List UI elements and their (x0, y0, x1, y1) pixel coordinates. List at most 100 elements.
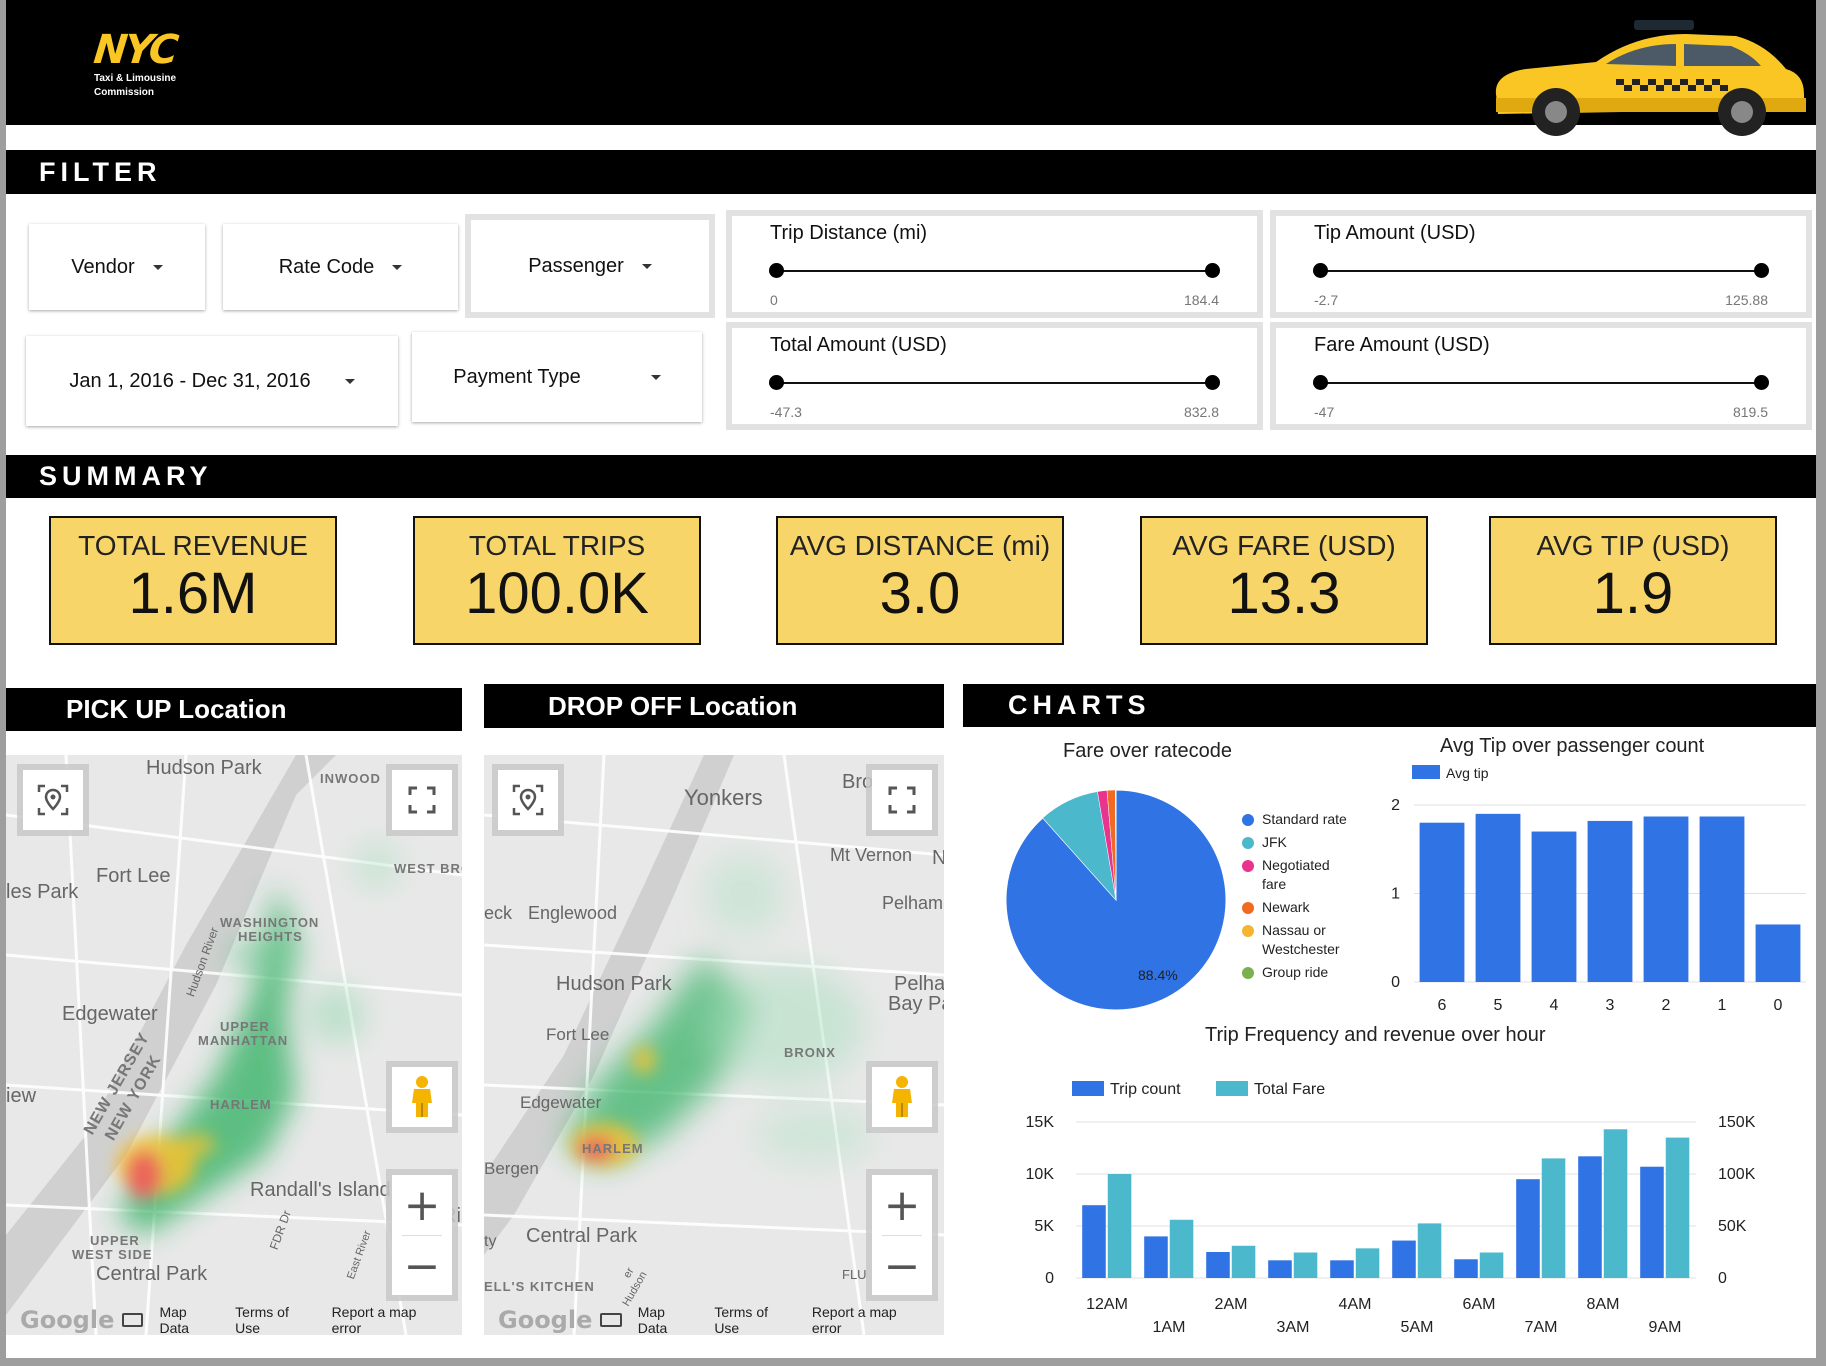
map-data-link[interactable]: Map Data (159, 1304, 190, 1335)
tip-bar[interactable] (1699, 816, 1745, 982)
x-tick-label: 3AM (1277, 1319, 1310, 1336)
zoom-in-button[interactable]: + (883, 1179, 921, 1231)
terms-of-use-link[interactable]: Terms of Use (714, 1304, 768, 1335)
tip-amount-slider[interactable]: Tip Amount (USD) -2.7 125.88 (1270, 210, 1812, 318)
slider-max-value: 184.4 (1183, 292, 1219, 308)
rate-code-dropdown[interactable]: Rate Code (223, 224, 458, 310)
dropoff-heatmap[interactable]: Yonkers Bro Mt Vernon N Pelham eck Engle… (484, 755, 944, 1335)
trip-distance-slider[interactable]: Trip Distance (mi) 0 184.4 (726, 210, 1263, 318)
tip-bar[interactable] (1475, 813, 1521, 982)
payment-type-dropdown[interactable]: Payment Type (412, 332, 702, 422)
total-fare-bar[interactable] (1417, 1223, 1442, 1278)
tip-bar[interactable] (1643, 816, 1689, 982)
slider-track[interactable] (1320, 382, 1762, 384)
slider-track[interactable] (776, 382, 1213, 384)
tip-bar[interactable] (1755, 924, 1801, 982)
tip-bar[interactable] (1531, 831, 1577, 982)
vendor-dropdown[interactable]: Vendor (29, 224, 205, 310)
pie-legend-item[interactable]: Group ride (1242, 964, 1382, 982)
slider-max-handle[interactable] (1205, 375, 1220, 390)
fullscreen-button[interactable] (866, 764, 938, 836)
date-range-label: Jan 1, 2016 - Dec 31, 2016 (69, 369, 311, 392)
map-data-link[interactable]: Map Data (637, 1304, 668, 1335)
trip-count-bar[interactable] (1392, 1240, 1416, 1278)
street-view-pegman[interactable] (866, 1061, 938, 1133)
y-left-tick-label: 15K (1026, 1114, 1055, 1131)
legend-swatch (1242, 967, 1254, 979)
kpi-value: 3.0 (879, 561, 961, 626)
trip-count-bar[interactable] (1268, 1260, 1292, 1278)
zoom-out-button[interactable]: − (403, 1240, 441, 1292)
avg-tip-bar-chart[interactable]: Avg tip 0 1 2 6 5 4 3 2 1 0 (1366, 760, 1816, 1020)
slider-track[interactable] (776, 270, 1213, 272)
map-background (6, 755, 462, 1335)
keyboard-shortcuts-icon[interactable] (600, 1313, 622, 1327)
slider-min-handle[interactable] (1313, 263, 1328, 278)
trip-count-bar[interactable] (1640, 1166, 1664, 1278)
legend-swatch (1216, 1081, 1248, 1096)
slider-min-handle[interactable] (769, 375, 784, 390)
street-view-pegman[interactable] (386, 1061, 458, 1133)
total-fare-bar[interactable] (1169, 1219, 1194, 1278)
trip-count-bar[interactable] (1144, 1236, 1168, 1278)
slider-max-handle[interactable] (1205, 263, 1220, 278)
total-amount-slider[interactable]: Total Amount (USD) -47.3 832.8 (726, 322, 1263, 430)
my-location-button[interactable] (492, 764, 564, 836)
total-fare-bar[interactable] (1107, 1174, 1132, 1278)
my-location-button[interactable] (17, 764, 89, 836)
pickup-heatmap[interactable]: Hudson Park INWOOD WEST BRO Fort Lee les… (6, 755, 462, 1335)
total-fare-bar[interactable] (1231, 1245, 1256, 1278)
total-fare-bar[interactable] (1541, 1158, 1566, 1278)
charts-section-title: CHARTS (963, 684, 1816, 727)
trip-count-bar[interactable] (1082, 1205, 1106, 1278)
map-place-label: Fort Lee (96, 865, 171, 887)
total-fare-bar[interactable] (1293, 1252, 1318, 1278)
trip-count-bar[interactable] (1206, 1252, 1230, 1278)
map-place-label: INWOOD (320, 771, 381, 786)
total-fare-bar[interactable] (1603, 1129, 1628, 1278)
slider-max-handle[interactable] (1754, 375, 1769, 390)
legend-label: Group ride (1262, 964, 1329, 980)
pie-legend-item[interactable]: Newark (1242, 899, 1382, 917)
map-place-label: Pelha (894, 973, 944, 995)
pie-legend: Standard rate JFK Negotiated fare Newark Nas… (1242, 811, 1382, 988)
trip-count-bar[interactable] (1578, 1156, 1602, 1278)
fullscreen-button[interactable] (386, 764, 458, 836)
total-fare-bar[interactable] (1355, 1248, 1380, 1278)
slider-min-handle[interactable] (1313, 375, 1328, 390)
map-footer: Google Map Data Terms of Use Report a ma… (6, 1304, 462, 1335)
total-fare-bar[interactable] (1479, 1252, 1504, 1278)
y-left-tick-label: 10K (1026, 1166, 1055, 1183)
pie-legend-item[interactable]: Nassau or Westchester (1242, 922, 1382, 959)
report-map-error-link[interactable]: Report a map error (811, 1304, 897, 1335)
report-map-error-link[interactable]: Report a map error (331, 1304, 417, 1335)
zoom-out-button[interactable]: − (883, 1240, 921, 1292)
terms-of-use-link[interactable]: Terms of Use (235, 1304, 289, 1335)
trip-count-bar[interactable] (1454, 1259, 1478, 1278)
zoom-in-button[interactable]: + (403, 1179, 441, 1231)
trip-count-bar[interactable] (1516, 1179, 1540, 1278)
slider-max-handle[interactable] (1754, 263, 1769, 278)
trip-revenue-hour-chart[interactable]: Trip count Total Fare 0 0 5K 50K 10K 100K 15K 150… (1006, 1070, 1816, 1340)
passenger-dropdown[interactable]: Passenger (465, 214, 715, 318)
slider-track[interactable] (1320, 270, 1762, 272)
combo-chart-title: Trip Frequency and revenue over hour (1205, 1024, 1546, 1046)
tip-bar[interactable] (1419, 822, 1465, 982)
tip-bar[interactable] (1587, 820, 1633, 982)
legend-swatch (1242, 860, 1254, 872)
fare-amount-slider[interactable]: Fare Amount (USD) -47 819.5 (1270, 322, 1812, 430)
trip-count-bar[interactable] (1330, 1260, 1354, 1278)
date-range-picker[interactable]: Jan 1, 2016 - Dec 31, 2016 (26, 336, 398, 426)
pie-legend-item[interactable]: Standard rate (1242, 811, 1382, 829)
slider-min-handle[interactable] (769, 263, 784, 278)
slider-max-value: 819.5 (1732, 404, 1768, 420)
fare-ratecode-pie-chart[interactable]: 88.4% (996, 780, 1236, 1020)
x-tick-label: 5AM (1401, 1319, 1434, 1336)
pie-legend-item[interactable]: JFK (1242, 834, 1382, 852)
total-fare-bar[interactable] (1665, 1137, 1690, 1278)
keyboard-shortcuts-icon[interactable] (122, 1313, 144, 1327)
map-place-label: UPPER (90, 1233, 140, 1248)
pie-legend-item[interactable]: Negotiated fare (1242, 857, 1382, 894)
map-place-label: N (932, 847, 944, 869)
legend-swatch (1412, 765, 1440, 779)
